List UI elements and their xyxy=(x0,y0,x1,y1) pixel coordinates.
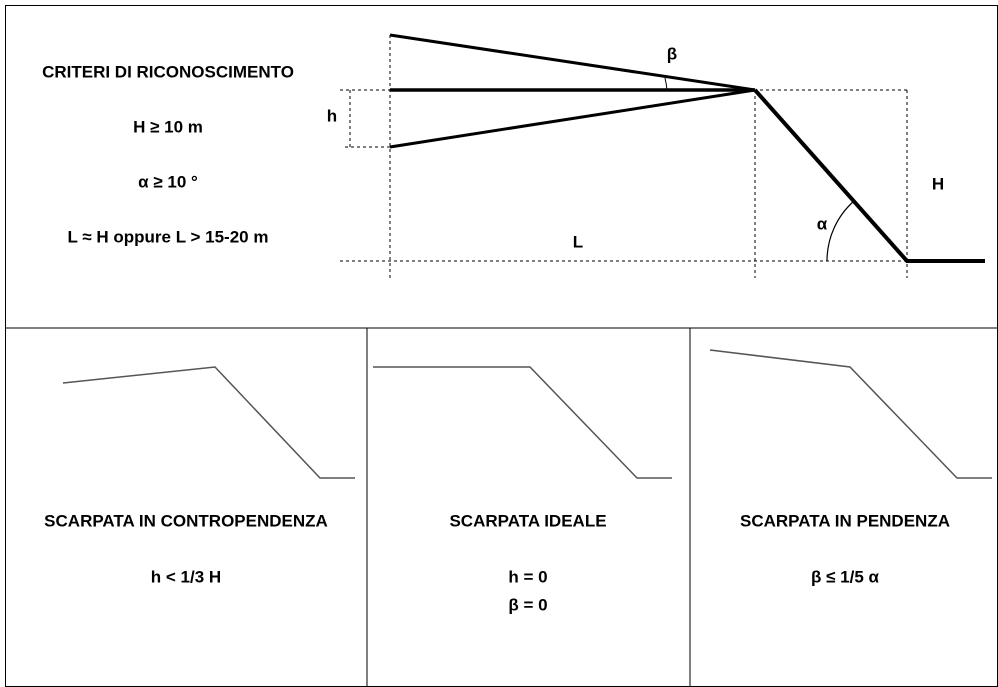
criteria-item: H ≥ 10 m xyxy=(133,117,203,136)
H-label: H xyxy=(932,174,944,193)
slope-diagram xyxy=(340,33,985,278)
case-condition: β ≤ 1/5 α xyxy=(811,567,880,586)
criteria-item: α ≥ 10 ° xyxy=(138,172,198,191)
beta-label: β xyxy=(667,44,677,63)
case-title: SCARPATA IN CONTROPENDENZA xyxy=(44,511,328,530)
case-condition: h < 1/3 H xyxy=(151,567,221,586)
alpha-label: α xyxy=(817,214,828,233)
L-label: L xyxy=(573,232,583,251)
profile xyxy=(709,349,992,479)
case-title: SCARPATA IN PENDENZA xyxy=(740,511,950,530)
case-title: SCARPATA IDEALE xyxy=(449,511,606,530)
criteria-title: CRITERI DI RICONOSCIMENTO xyxy=(42,62,294,81)
case-condition: β = 0 xyxy=(508,595,547,614)
profile xyxy=(62,366,355,479)
profile xyxy=(373,366,672,479)
h-label: h xyxy=(327,106,337,125)
criteria-item: L ≈ H oppure L > 15-20 m xyxy=(68,227,269,246)
case-condition: h = 0 xyxy=(508,567,547,586)
